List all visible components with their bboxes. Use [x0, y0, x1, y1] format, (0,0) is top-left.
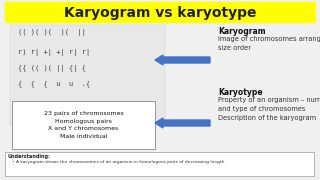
- Text: (( )( )(  )(  ||: (( )( )( )( ||: [18, 30, 86, 37]
- Bar: [12, 101, 155, 149]
- Text: {{ (( )( || {| {: {{ (( )( || {| {: [18, 64, 86, 71]
- Bar: [5, 152, 314, 176]
- Text: • A karyogram shows the chromosomes of an organism in homologous pairs of decrea: • A karyogram shows the chromosomes of a…: [12, 160, 225, 164]
- FancyArrow shape: [155, 55, 210, 65]
- FancyArrow shape: [155, 118, 210, 128]
- Text: Karyotype: Karyotype: [218, 88, 263, 97]
- Text: Description of the karyogram: Description of the karyogram: [218, 115, 316, 121]
- Text: {  {  {  u  u  .{: { { { u u .{: [18, 81, 90, 87]
- Text: Karyogram: Karyogram: [218, 27, 266, 36]
- Text: Understanding:: Understanding:: [8, 154, 51, 159]
- Text: 23 pairs of chromosomes
Homologous pairs
X and Y chromosomes
Male individual: 23 pairs of chromosomes Homologous pairs…: [44, 111, 124, 139]
- Bar: [10, 25, 165, 125]
- Text: Property of an organism – number
and type of chromosomes: Property of an organism – number and typ…: [218, 97, 320, 111]
- Text: r) r| +| +| r| r|: r) r| +| +| r| r|: [18, 48, 90, 55]
- Text: Image of chromosomes arranged in
size order: Image of chromosomes arranged in size or…: [218, 36, 320, 51]
- Text: Karyogram vs karyotype: Karyogram vs karyotype: [64, 6, 256, 20]
- Bar: [5, 2, 315, 22]
